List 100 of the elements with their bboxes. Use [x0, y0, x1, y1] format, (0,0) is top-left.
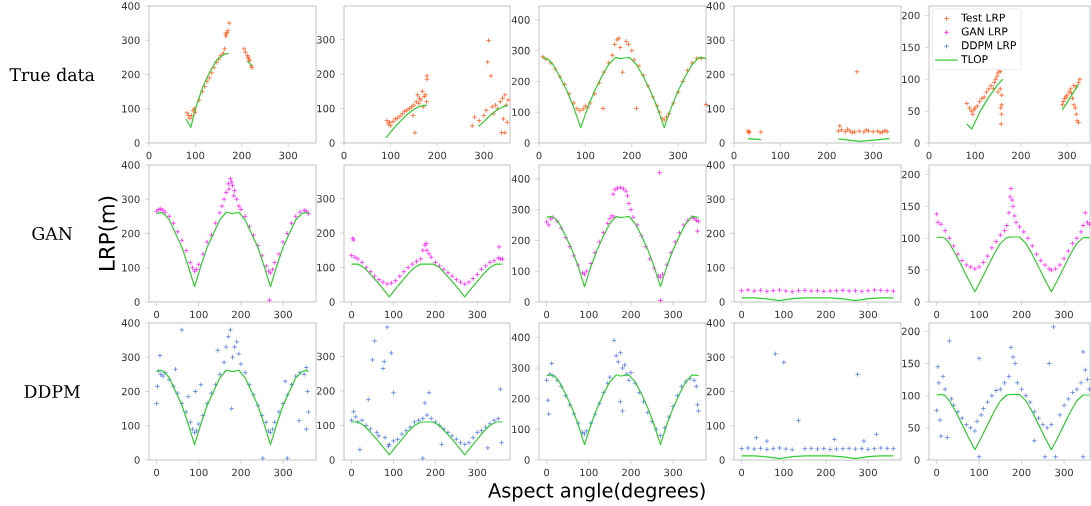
point: [220, 50, 226, 56]
point: [263, 263, 269, 269]
point: [505, 97, 511, 103]
point: [471, 114, 478, 120]
point: [670, 403, 676, 409]
point: [540, 54, 546, 60]
point: [942, 228, 948, 234]
point: [1078, 380, 1084, 386]
point: [738, 446, 745, 452]
y-tick-label: 200: [901, 170, 920, 179]
y-tick-label: 100: [512, 425, 530, 434]
point: [607, 216, 613, 222]
point: [607, 374, 613, 380]
point: [558, 383, 564, 390]
point: [384, 324, 390, 330]
x-tick-label: 200: [426, 468, 445, 477]
point: [633, 105, 640, 112]
point: [1011, 213, 1017, 219]
text: True data: [9, 67, 95, 82]
point: [1010, 354, 1016, 360]
point: [605, 220, 611, 227]
y-tick-label: 0: [329, 456, 335, 464]
point: [837, 123, 843, 129]
x-tick-label: 200: [817, 310, 835, 319]
point: [1077, 76, 1083, 82]
point: [617, 350, 623, 356]
point: [390, 390, 397, 396]
point: [504, 119, 510, 125]
point: [783, 446, 789, 452]
point: [202, 83, 208, 90]
point: [183, 248, 189, 254]
point: [935, 364, 941, 370]
point: [972, 428, 978, 434]
point: [238, 206, 244, 213]
point: [474, 271, 480, 278]
point: [474, 429, 480, 435]
point: [645, 83, 651, 89]
y-tick-label: 150: [902, 202, 920, 211]
x-tick-label: 200: [1012, 310, 1031, 319]
y-tick-label: 400: [511, 175, 530, 183]
point: [491, 258, 497, 264]
point: [554, 377, 560, 383]
y-tick-label: 50: [908, 424, 920, 432]
point: [846, 445, 852, 451]
point: [676, 230, 683, 236]
x-tick-label: 300: [274, 468, 292, 477]
point: [1071, 102, 1077, 108]
point: [189, 265, 196, 271]
point: [424, 247, 430, 253]
point: [428, 415, 434, 422]
point: [497, 386, 503, 392]
point: [997, 386, 1003, 392]
point: [959, 257, 965, 264]
point: [1006, 210, 1012, 216]
point: [1002, 228, 1008, 234]
point: [959, 415, 965, 421]
point: [999, 92, 1005, 98]
point: [634, 222, 640, 228]
y-tick-label: 200: [511, 77, 530, 86]
point: [499, 440, 505, 446]
point: [640, 399, 647, 405]
point: [1042, 262, 1048, 268]
x-tick-label: 200: [817, 468, 835, 477]
y-tick-label: 300: [316, 194, 335, 203]
point: [543, 219, 550, 225]
y-tick-label: 200: [706, 70, 725, 79]
point: [609, 52, 615, 58]
point: [209, 70, 215, 76]
point: [426, 251, 432, 257]
x-tick-label: 300: [859, 310, 877, 319]
y-tick-label: 300: [316, 352, 335, 361]
point: [938, 221, 944, 227]
point: [489, 104, 495, 110]
point: [1006, 373, 1012, 379]
point: [1044, 425, 1050, 431]
point: [409, 261, 415, 267]
point: [466, 440, 472, 446]
point: [1060, 98, 1066, 105]
point: [483, 107, 489, 113]
point: [353, 414, 359, 420]
point: [983, 89, 990, 95]
point: [222, 46, 228, 52]
legend-label: TLOP: [961, 55, 988, 64]
point: [852, 446, 859, 452]
point: [485, 445, 491, 451]
point: [558, 225, 564, 231]
point: [999, 111, 1005, 117]
point: [1068, 90, 1075, 96]
line-series: [156, 211, 310, 288]
point: [401, 269, 407, 275]
y-tick-label: 0: [719, 139, 725, 147]
point: [265, 268, 271, 274]
x-tick-label: 0: [154, 468, 160, 477]
point: [1042, 454, 1048, 460]
y-tick-label: 0: [914, 139, 920, 147]
point: [499, 95, 506, 101]
point: [503, 102, 509, 108]
point: [613, 353, 619, 359]
point: [372, 273, 378, 279]
point: [219, 203, 225, 209]
